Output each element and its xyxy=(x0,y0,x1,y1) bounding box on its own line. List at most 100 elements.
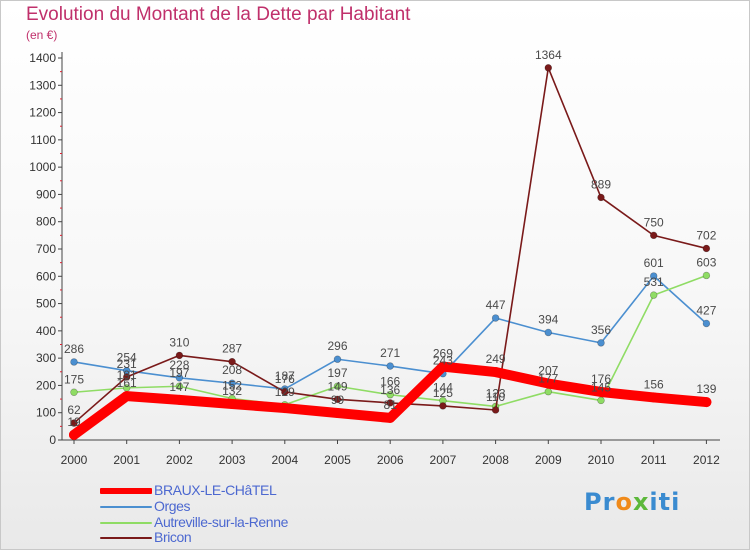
data-label: 19 xyxy=(67,415,81,429)
data-label: 249 xyxy=(486,352,506,366)
data-point xyxy=(702,319,711,328)
data-point xyxy=(597,396,605,405)
legend-item-bricon: Bricon xyxy=(100,529,400,547)
data-point xyxy=(437,361,448,372)
legend-swatch-orges xyxy=(100,506,152,508)
legend-label-bricon: Bricon xyxy=(154,529,192,545)
data-point xyxy=(281,388,289,396)
x-tick-label: 2011 xyxy=(641,453,667,467)
data-point xyxy=(649,291,658,299)
data-label: 177 xyxy=(538,372,558,386)
chart-subtitle: (en €) xyxy=(26,28,58,42)
data-label: 144 xyxy=(433,381,453,395)
data-label: 750 xyxy=(644,215,664,229)
data-point xyxy=(649,272,658,280)
data-label: 603 xyxy=(696,255,716,269)
data-label: 228 xyxy=(169,358,189,372)
data-label: 447 xyxy=(486,298,506,312)
data-label: 149 xyxy=(327,379,347,393)
chart-title: Evolution du Montant de la Dette par Hab… xyxy=(26,4,411,25)
y-tick-label: 1000 xyxy=(29,160,56,174)
x-tick-label: 2009 xyxy=(535,453,562,467)
data-point xyxy=(702,271,711,280)
data-point xyxy=(69,429,79,440)
data-label: 531 xyxy=(644,275,664,289)
data-label: 310 xyxy=(169,335,189,349)
data-label: 123 xyxy=(486,386,506,400)
data-label: 129 xyxy=(275,385,295,399)
data-point xyxy=(227,398,238,409)
data-point xyxy=(544,388,552,396)
legend-label-autreville: Autreville-sur-la-Renne xyxy=(154,514,288,530)
legend-item-autreville: Autreville-sur-la-Renne xyxy=(100,514,400,532)
data-label: 62 xyxy=(67,403,81,417)
y-tick-label: 700 xyxy=(36,242,56,256)
data-point xyxy=(333,355,342,363)
data-label: 166 xyxy=(380,375,400,389)
data-label: 156 xyxy=(644,377,664,391)
data-point xyxy=(439,402,447,410)
data-label: 286 xyxy=(64,342,84,356)
y-tick-label: 1300 xyxy=(29,78,56,92)
data-label: 161 xyxy=(117,376,137,390)
y-tick-label: 400 xyxy=(36,324,56,338)
y-tick-label: 100 xyxy=(36,406,56,420)
legend-swatch-braux xyxy=(100,488,152,494)
y-tick-label: 800 xyxy=(36,215,56,229)
legend-label-orges: Orges xyxy=(154,498,191,514)
legend-label-braux: BRAUX-LE-CHâTEL xyxy=(154,482,277,498)
data-point xyxy=(543,378,554,389)
data-label: 702 xyxy=(696,228,716,242)
data-point xyxy=(701,397,712,408)
data-point xyxy=(386,362,394,370)
data-point xyxy=(596,386,606,397)
data-label: 147 xyxy=(169,380,189,394)
x-tick-label: 2012 xyxy=(693,453,720,467)
y-tick-label: 500 xyxy=(36,297,56,311)
data-label: 187 xyxy=(275,369,295,383)
data-point xyxy=(70,358,78,366)
data-point xyxy=(228,379,236,387)
data-point xyxy=(175,374,184,382)
data-label: 176 xyxy=(591,372,611,386)
legend-swatch-bricon xyxy=(100,537,152,539)
data-point xyxy=(386,391,394,399)
data-point xyxy=(333,395,342,404)
x-tick-label: 2010 xyxy=(588,453,615,467)
data-label: 356 xyxy=(591,323,611,337)
data-point xyxy=(702,244,711,253)
x-tick-label: 2008 xyxy=(482,453,509,467)
data-point xyxy=(544,64,552,72)
data-label: 139 xyxy=(696,382,716,396)
y-tick-label: 200 xyxy=(36,378,56,392)
y-tick-label: 1400 xyxy=(29,51,56,65)
data-label: 207 xyxy=(538,364,558,378)
data-point xyxy=(175,351,184,360)
proxiti-logo: Proxiti xyxy=(584,488,681,516)
data-point xyxy=(544,328,552,337)
y-tick-label: 1200 xyxy=(29,106,56,120)
y-tick-label: 1100 xyxy=(30,133,56,147)
legend-swatch-autreville xyxy=(100,522,152,524)
data-label: 191 xyxy=(117,368,137,382)
y-tick-label: 600 xyxy=(36,269,56,283)
data-label: 81 xyxy=(384,398,398,412)
legend-item-orges: Orges xyxy=(100,498,400,516)
data-label: 208 xyxy=(222,363,242,377)
y-tick-label: 0 xyxy=(49,433,56,447)
data-label: 197 xyxy=(169,366,189,380)
data-point xyxy=(121,391,132,402)
data-label: 271 xyxy=(380,346,400,360)
data-label: 254 xyxy=(117,351,137,365)
data-point xyxy=(175,382,184,390)
data-label: 136 xyxy=(380,383,400,397)
data-point xyxy=(597,193,605,202)
data-label: 601 xyxy=(644,256,664,270)
data-label: 269 xyxy=(433,347,453,361)
data-point xyxy=(649,231,658,240)
data-label: 145 xyxy=(591,380,611,394)
x-tick-label: 2007 xyxy=(430,453,457,467)
data-point xyxy=(70,419,78,427)
data-label: 1364 xyxy=(535,48,562,62)
